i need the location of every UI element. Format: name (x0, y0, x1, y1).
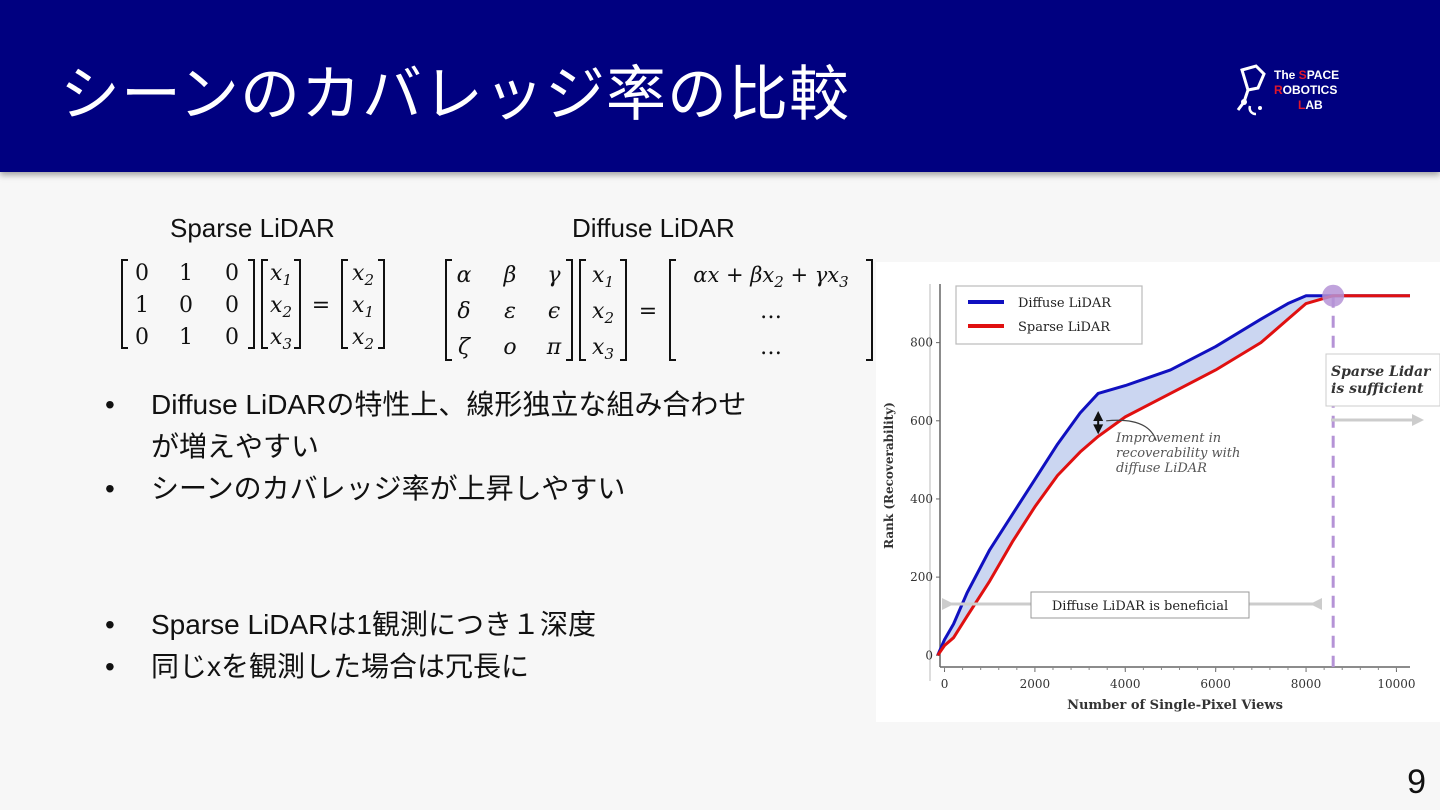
diffuse-result-entry: … (760, 299, 782, 324)
x-axis-label: Number of Single-Pixel Views (1067, 698, 1283, 713)
logo-text: The SPACE ROBOTICS LAB (1274, 68, 1340, 112)
robot-arm-icon (1236, 64, 1266, 116)
beneficial-label-box (1030, 591, 1250, 619)
sparse-matrix-cell: 1 (179, 261, 193, 286)
sparse-equation: 0 1 0 1 0 0 0 1 0 x1 x2 x3 x2 x1 x2 = (121, 259, 385, 353)
sparse-matrix-cell: 0 (225, 261, 239, 286)
sparse-matrix-cell: 0 (179, 293, 193, 318)
improvement-annotation: recoverability with (1116, 446, 1240, 461)
diffuse-matrix-cell: γ (547, 263, 561, 288)
beneficial-arrow-right (1310, 598, 1322, 610)
y-axis-label: Rank (Recoverability) (882, 402, 896, 549)
sparse-lidar-label: Sparse LiDAR (170, 213, 335, 243)
bullet-item: Sparse LiDARは1観測につき１深度 (105, 604, 596, 646)
sparse-lidar-line (936, 294, 1410, 657)
bullet-item: シーンのカバレッジ率が上昇しやすい (105, 468, 746, 510)
equals-sign: = (312, 293, 330, 318)
x-tick-label: 4000 (1110, 677, 1141, 691)
sufficient-label: Sparse Lidar (1331, 364, 1432, 380)
diffuse-equation: α β γ δ ε ϵ ζ ο π x1 x2 x3 αx + βx2 + γx… (445, 259, 873, 363)
sparse-result-entry: x2 (352, 325, 374, 353)
y-tick-label: 0 (925, 648, 933, 662)
diffuse-matrix-cell: ζ (458, 335, 472, 360)
diffuse-result-entry: αx + βx2 + γx3 (693, 263, 848, 291)
sufficient-arrowhead (1412, 414, 1424, 426)
sparse-matrix-cell: 1 (135, 293, 149, 318)
sparse-result-entry: x2 (352, 261, 374, 289)
slide-title: シーンのカバレッジ率の比較 (60, 60, 850, 130)
lab-logo: The SPACE ROBOTICS LAB (1234, 64, 1364, 118)
diffuse-matrix-cell: α (457, 263, 472, 288)
beneficial-arrow-left (942, 598, 954, 610)
sparse-vector-entry: x3 (270, 325, 292, 353)
sparse-matrix-cell: 1 (179, 325, 193, 350)
diffuse-matrix-cell: δ (457, 299, 470, 324)
diffuse-matrix-cell: π (546, 335, 562, 360)
title-bar: シーンのカバレッジ率の比較 The SPACE ROBOTICS LAB (0, 0, 1440, 172)
improvement-pointer (1106, 419, 1157, 441)
sparse-vector-entry: x1 (270, 261, 292, 289)
beneficial-label: Diffuse LiDAR is beneficial (1052, 599, 1228, 614)
diffuse-matrix-cell: ο (503, 335, 516, 360)
improvement-annotation: diffuse LiDAR (1116, 461, 1207, 476)
diffuse-matrix-cell: ε (504, 299, 516, 324)
y-tick-label: 200 (910, 570, 933, 584)
page-number: 9 (1407, 763, 1426, 801)
diffuse-lidar-label: Diffuse LiDAR (572, 213, 735, 243)
sparse-matrix-cell: 0 (135, 261, 149, 286)
sparse-vector-entry: x2 (270, 293, 292, 321)
sufficient-label: is sufficient (1331, 381, 1424, 397)
x-tick-label: 2000 (1020, 677, 1051, 691)
x-tick-label: 0 (941, 677, 949, 691)
legend-sparse-label: Sparse LiDAR (1018, 320, 1111, 335)
diffuse-vector-entry: x2 (592, 299, 614, 327)
x-tick-label: 8000 (1291, 677, 1322, 691)
sparse-matrix-cell: 0 (135, 325, 149, 350)
sparse-matrix-cell: 0 (225, 325, 239, 350)
diffuse-vector-entry: x3 (592, 335, 614, 363)
improvement-arrowhead-down (1093, 424, 1104, 435)
diffuse-matrix-cell: β (503, 263, 517, 288)
rank-chart: 0 2000 4000 6000 8000 10000 0 200 400 600 800 Numbe… (882, 284, 1440, 713)
y-tick-label: 800 (910, 336, 933, 350)
x-tick-label: 6000 (1200, 677, 1231, 691)
bullet-list-sparse: Sparse LiDARは1観測につき１深度 同じxを観測した場合は冗長に (105, 604, 596, 688)
crossover-marker (1322, 284, 1345, 307)
diffuse-vector-entry: x1 (592, 263, 614, 291)
rank-chart-container: 0 2000 4000 6000 8000 10000 0 200 400 600 800 Numbe… (876, 262, 1440, 722)
bullet-item: 同じxを観測した場合は冗長に (105, 646, 596, 688)
diffuse-lidar-line (936, 294, 1410, 656)
improvement-arrowhead-up (1093, 411, 1104, 422)
diffuse-result-entry: … (760, 335, 782, 360)
x-tick-label: 10000 (1377, 677, 1415, 691)
legend-diffuse-label: Diffuse LiDAR (1018, 296, 1112, 311)
y-tick-label: 400 (910, 492, 933, 506)
improvement-annotation: Improvement in (1115, 431, 1221, 446)
diffuse-matrix-cell: ϵ (548, 299, 560, 324)
y-tick-label: 600 (910, 414, 933, 428)
sparse-result-entry: x1 (352, 293, 374, 321)
sparse-matrix-cell: 0 (225, 293, 239, 318)
equals-sign: = (639, 299, 657, 324)
legend-box (955, 285, 1143, 345)
sufficient-label-box (1325, 353, 1440, 407)
